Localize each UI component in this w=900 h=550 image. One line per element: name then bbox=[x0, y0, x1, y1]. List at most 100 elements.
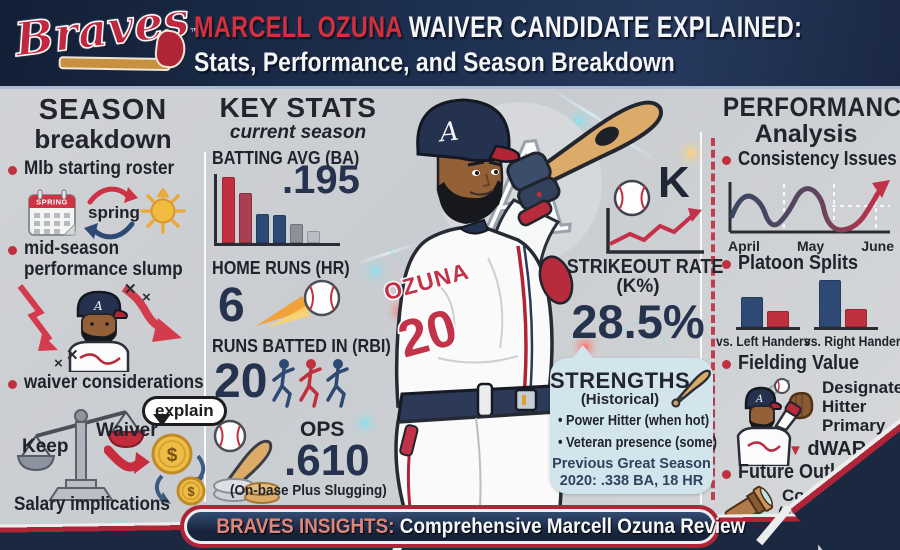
fielding-player-icon: A bbox=[736, 378, 814, 466]
strikeout-trend-chart bbox=[606, 208, 704, 254]
bullet-icon bbox=[722, 156, 731, 165]
batting-avg-value: .195 bbox=[282, 158, 360, 202]
svg-text:A: A bbox=[93, 299, 103, 313]
tomahawk-handle-icon bbox=[58, 56, 171, 72]
consistency-months: April May June bbox=[728, 238, 894, 254]
strikeout-value: 28.5% bbox=[571, 295, 705, 348]
calendar-icon: SPRING bbox=[28, 189, 76, 236]
bullet-icon bbox=[722, 360, 731, 369]
season-item-waiver: waiver considerations bbox=[24, 372, 204, 393]
consistency-chart bbox=[728, 180, 890, 234]
bullet-icon bbox=[722, 260, 731, 269]
spring-label: spring bbox=[88, 203, 140, 222]
strikeout-label-line2: (K%) bbox=[616, 276, 660, 297]
svg-text:$: $ bbox=[187, 484, 195, 499]
cycle-arrows-icon bbox=[84, 186, 138, 240]
fielding-role-line1: Designated bbox=[822, 378, 900, 397]
calendar-label: SPRING bbox=[36, 198, 68, 207]
home-runs-label: HOME RUNS (HR) bbox=[212, 258, 350, 278]
svg-text:×: × bbox=[54, 355, 63, 372]
month-label: June bbox=[861, 238, 894, 254]
performance-title: PERFORMANCE bbox=[722, 92, 900, 122]
salary-label: Salary implications bbox=[14, 494, 170, 515]
braves-logo: Braves™ bbox=[11, 0, 200, 93]
fielding-label: Fielding Value bbox=[738, 352, 860, 374]
strengths-bubble: STRENGTHS (Historical) • Power Hitter (w… bbox=[550, 345, 717, 494]
season-title: SEASON bbox=[38, 94, 168, 126]
scale-waiver-label: Waiver bbox=[96, 420, 158, 441]
strikeout-label-line1: STRIKEOUT RATE bbox=[566, 256, 724, 278]
glow-dot bbox=[372, 268, 378, 274]
baseball-icon bbox=[613, 179, 651, 217]
batting-avg-chart bbox=[214, 174, 340, 246]
player-illustration: A A bbox=[380, 98, 669, 508]
glow-dot bbox=[688, 150, 694, 156]
strengths-bullet-2: • Veteran presence (some) bbox=[558, 434, 717, 451]
footer-text: Comprehensive Marcell Ozuna Review bbox=[394, 515, 746, 538]
slump-illustration: A ×✕ ×✕ bbox=[17, 281, 182, 372]
divider-right-white bbox=[700, 132, 702, 504]
red-arrow-icon bbox=[104, 445, 150, 474]
ops-icon bbox=[213, 419, 280, 504]
platoon-group2-label: vs. Right Handers bbox=[804, 334, 900, 349]
fielding-role-line3: Primary bbox=[822, 416, 886, 435]
explain-bubble: explain bbox=[142, 396, 227, 426]
title-topic: WAIVER CANDIDATE EXPLAINED: bbox=[401, 11, 803, 44]
header-banner: Braves™ MARCELL OZUNA WAIVER CANDIDATE E… bbox=[0, 0, 900, 89]
month-label: April bbox=[728, 238, 760, 254]
strengths-note-line1: Previous Great Season bbox=[552, 456, 711, 472]
glow-dot bbox=[576, 118, 582, 124]
platoon-group1-label: vs. Left Handers bbox=[716, 334, 811, 349]
sun-icon bbox=[140, 188, 186, 234]
ops-value: .610 bbox=[284, 436, 370, 485]
consistency-label: Consistency Issues bbox=[738, 148, 897, 170]
runners-icon bbox=[272, 359, 349, 408]
balance-scale-icon bbox=[16, 409, 146, 501]
keystats-title: KEY STATS bbox=[219, 92, 377, 123]
main-title: MARCELL OZUNA WAIVER CANDIDATE EXPLAINED… bbox=[194, 11, 900, 45]
season-item-slump-line2: performance slump bbox=[24, 259, 183, 280]
bullet-icon bbox=[8, 380, 17, 389]
ops-label: OPS bbox=[300, 418, 345, 441]
home-runs-value: 6 bbox=[218, 279, 245, 332]
bullet-icon bbox=[8, 246, 17, 255]
strengths-title: STRENGTHS bbox=[550, 368, 691, 393]
keystats-subtitle: current season bbox=[229, 122, 367, 143]
helmet-a-letter: A bbox=[436, 116, 460, 148]
k-letter: K bbox=[658, 158, 690, 207]
scale-keep-label: Keep bbox=[22, 436, 69, 457]
title-player-name: MARCELL OZUNA bbox=[194, 11, 402, 44]
down-triangle-icon: ▼ bbox=[788, 442, 803, 459]
footer-brand: BRAVES INSIGHTS: bbox=[216, 515, 395, 538]
subtitle: Stats, Performance, and Season Breakdown bbox=[194, 47, 675, 77]
flying-baseball-icon bbox=[256, 279, 341, 328]
divider-left bbox=[204, 152, 206, 502]
bullet-icon bbox=[8, 166, 17, 175]
performance-subtitle: Analysis bbox=[754, 120, 858, 148]
svg-text:✕: ✕ bbox=[66, 347, 79, 364]
platoon-label: Platoon Splits bbox=[738, 252, 859, 274]
ops-sublabel: (On-base Plus Slugging) bbox=[230, 482, 387, 499]
strengths-note-line2: 2020: .338 BA, 18 HR bbox=[559, 473, 704, 489]
season-item-slump-line1: mid-season bbox=[24, 238, 120, 259]
month-label: May bbox=[796, 238, 825, 254]
batting-avg-label: BATTING AVG (BA) bbox=[212, 148, 360, 168]
svg-text:×: × bbox=[142, 289, 151, 306]
coins-icon: $ $ bbox=[151, 433, 206, 506]
sad-player-icon: A bbox=[68, 290, 130, 372]
strengths-subtitle: (Historical) bbox=[580, 391, 660, 408]
svg-text:A: A bbox=[755, 394, 763, 405]
bullet-icon bbox=[722, 470, 731, 479]
fielding-role-line2: Hitter bbox=[822, 397, 867, 416]
platoon-chart-left bbox=[736, 278, 800, 330]
svg-text:✕: ✕ bbox=[124, 281, 137, 298]
rbi-label: RUNS BATTED IN (RBI) bbox=[212, 336, 391, 356]
bat-icon bbox=[671, 369, 712, 408]
platoon-chart-right bbox=[814, 278, 878, 330]
footer-banner: BRAVES INSIGHTS: Comprehensive Marcell O… bbox=[184, 509, 745, 544]
season-item-roster: Mlb starting roster bbox=[24, 158, 175, 179]
strengths-bullet-1: • Power Hitter (when hot) bbox=[558, 412, 710, 429]
season-subtitle: breakdown bbox=[34, 124, 172, 154]
rbi-value: 20 bbox=[214, 355, 268, 408]
